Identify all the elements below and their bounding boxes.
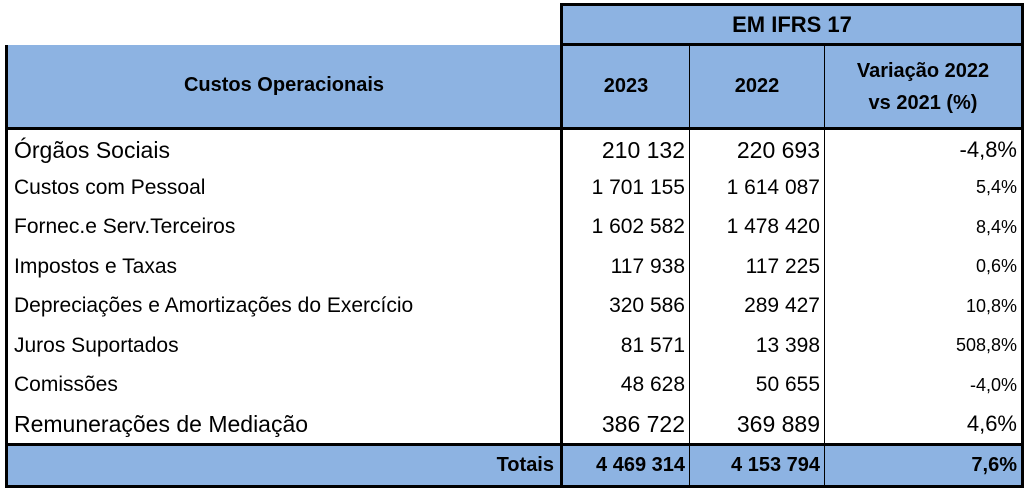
totals-value-2022: 4 153 794 <box>689 443 825 488</box>
row-label: Custos com Pessoal <box>5 168 562 208</box>
group-header-cell: EM IFRS 17 <box>560 3 1024 46</box>
row-value-2022: 1 614 087 <box>689 168 825 208</box>
table-row: Comissões 48 628 50 655 -4,0% <box>5 365 1024 405</box>
totals-row: Totais 4 469 314 4 153 794 7,6% <box>5 443 1024 488</box>
header-variation-line1: Variação 2022 <box>856 59 990 82</box>
row-variation: -4,8% <box>824 128 1024 168</box>
totals-variation: 7,6% <box>824 443 1024 488</box>
row-variation: 508,8% <box>824 326 1024 366</box>
row-label: Remunerações de Mediação <box>5 405 562 445</box>
row-value-2022: 13 398 <box>689 326 825 366</box>
row-label: Depreciações e Amortizações do Exercício <box>5 286 562 326</box>
row-value-2022: 289 427 <box>689 286 825 326</box>
column-header-row: Custos Operacionais 2023 2022 Variação 2… <box>5 44 1024 130</box>
table-row: Custos com Pessoal 1 701 155 1 614 087 5… <box>5 168 1024 208</box>
totals-value-2023: 4 469 314 <box>560 443 690 488</box>
header-2022: 2022 <box>689 44 825 130</box>
header-custos-operacionais: Custos Operacionais <box>5 44 563 130</box>
row-label: Impostos e Taxas <box>5 247 562 287</box>
row-variation: 10,8% <box>824 286 1024 326</box>
table-row: Impostos e Taxas 117 938 117 225 0,6% <box>5 247 1024 287</box>
row-value-2022: 220 693 <box>689 128 825 168</box>
row-value-2022: 369 889 <box>689 405 825 445</box>
row-variation: 8,4% <box>824 207 1024 247</box>
table-row: Fornec.e Serv.Terceiros 1 602 582 1 478 … <box>5 207 1024 247</box>
header-variation: Variação 2022 vs 2021 (%) <box>824 44 1024 130</box>
row-value-2022: 117 225 <box>689 247 825 287</box>
row-value-2022: 1 478 420 <box>689 207 825 247</box>
blank-corner-cell <box>7 5 562 45</box>
row-label: Órgãos Sociais <box>5 128 562 168</box>
row-label: Fornec.e Serv.Terceiros <box>5 207 562 247</box>
row-variation: 0,6% <box>824 247 1024 287</box>
row-value-2023: 210 132 <box>560 128 690 168</box>
row-value-2023: 48 628 <box>560 365 690 405</box>
operating-costs-table: EM IFRS 17 Custos Operacionais 2023 2022… <box>5 3 1024 488</box>
table-row: Órgãos Sociais 210 132 220 693 -4,8% <box>5 128 1024 168</box>
row-variation: 5,4% <box>824 168 1024 208</box>
totals-label: Totais <box>5 443 562 488</box>
row-variation: 4,6% <box>824 405 1024 445</box>
header-2023: 2023 <box>560 44 690 130</box>
row-value-2022: 50 655 <box>689 365 825 405</box>
header-variation-line2: vs 2021 (%) <box>868 91 978 114</box>
table-row: Depreciações e Amortizações do Exercício… <box>5 286 1024 326</box>
table-row: Juros Suportados 81 571 13 398 508,8% <box>5 326 1024 366</box>
row-label: Comissões <box>5 365 562 405</box>
group-header-row: EM IFRS 17 <box>7 3 1024 46</box>
table-row: Remunerações de Mediação 386 722 369 889… <box>5 405 1024 445</box>
row-label: Juros Suportados <box>5 326 562 366</box>
row-value-2023: 386 722 <box>560 405 690 445</box>
row-variation: -4,0% <box>824 365 1024 405</box>
row-value-2023: 81 571 <box>560 326 690 366</box>
row-value-2023: 320 586 <box>560 286 690 326</box>
row-value-2023: 1 701 155 <box>560 168 690 208</box>
row-value-2023: 1 602 582 <box>560 207 690 247</box>
row-value-2023: 117 938 <box>560 247 690 287</box>
